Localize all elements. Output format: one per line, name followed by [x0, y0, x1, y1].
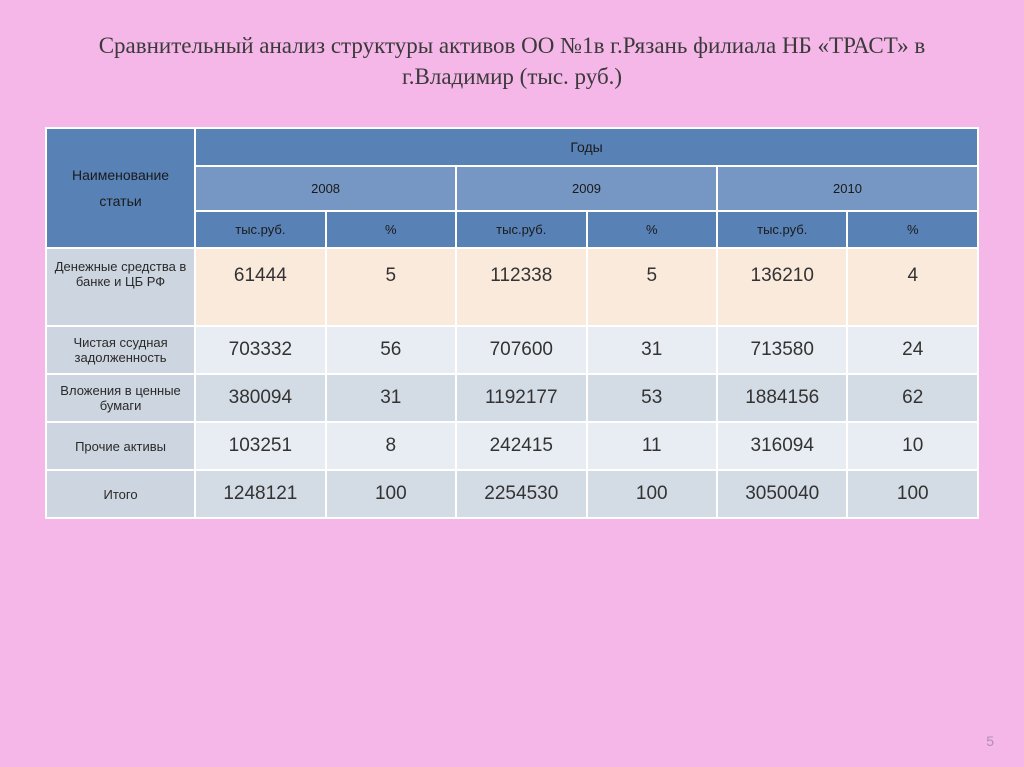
header-name-line2: статьи	[51, 193, 190, 209]
data-cell: 8	[326, 422, 456, 470]
row-label: Вложения в ценные бумаги	[46, 374, 195, 422]
data-cell: 100	[587, 470, 717, 518]
data-cell: 62	[847, 374, 978, 422]
header-year-2008: 2008	[195, 166, 456, 211]
data-cell: 5	[587, 248, 717, 326]
table-row: Денежные средства в банке и ЦБ РФ6144451…	[46, 248, 978, 326]
data-cell: 707600	[456, 326, 586, 374]
table-row: Итого124812110022545301003050040100	[46, 470, 978, 518]
header-name-column: Наименование статьи	[46, 128, 195, 248]
header-unit-abs: тыс.руб.	[717, 211, 847, 248]
data-cell: 31	[326, 374, 456, 422]
data-cell: 2254530	[456, 470, 586, 518]
data-cell: 31	[587, 326, 717, 374]
table-row: Чистая ссудная задолженность703332567076…	[46, 326, 978, 374]
row-label: Итого	[46, 470, 195, 518]
header-unit-pct: %	[847, 211, 978, 248]
row-label: Чистая ссудная задолженность	[46, 326, 195, 374]
header-unit-pct: %	[326, 211, 456, 248]
data-cell: 100	[847, 470, 978, 518]
page-number: 5	[986, 733, 994, 749]
header-name-line1: Наименование	[51, 167, 190, 183]
data-cell: 103251	[195, 422, 325, 470]
data-cell: 242415	[456, 422, 586, 470]
header-unit-abs: тыс.руб.	[456, 211, 586, 248]
data-cell: 10	[847, 422, 978, 470]
data-cell: 100	[326, 470, 456, 518]
data-cell: 380094	[195, 374, 325, 422]
header-year-2010: 2010	[717, 166, 978, 211]
data-cell: 53	[587, 374, 717, 422]
header-unit-pct: %	[587, 211, 717, 248]
data-cell: 703332	[195, 326, 325, 374]
data-cell: 713580	[717, 326, 847, 374]
data-cell: 5	[326, 248, 456, 326]
data-cell: 316094	[717, 422, 847, 470]
row-label: Денежные средства в банке и ЦБ РФ	[46, 248, 195, 326]
header-years-group: Годы	[195, 128, 978, 166]
data-cell: 61444	[195, 248, 325, 326]
table-row: Прочие активы10325182424151131609410	[46, 422, 978, 470]
slide-title: Сравнительный анализ структуры активов О…	[45, 30, 979, 92]
header-unit-abs: тыс.руб.	[195, 211, 325, 248]
header-year-2009: 2009	[456, 166, 717, 211]
data-cell: 4	[847, 248, 978, 326]
data-cell: 136210	[717, 248, 847, 326]
data-cell: 24	[847, 326, 978, 374]
data-cell: 1192177	[456, 374, 586, 422]
data-cell: 56	[326, 326, 456, 374]
table-row: Вложения в ценные бумаги3800943111921775…	[46, 374, 978, 422]
data-cell: 11	[587, 422, 717, 470]
data-cell: 1248121	[195, 470, 325, 518]
data-cell: 112338	[456, 248, 586, 326]
row-label: Прочие активы	[46, 422, 195, 470]
data-cell: 1884156	[717, 374, 847, 422]
assets-table: Наименование статьи Годы 2008 2009 2010 …	[45, 127, 979, 519]
data-cell: 3050040	[717, 470, 847, 518]
